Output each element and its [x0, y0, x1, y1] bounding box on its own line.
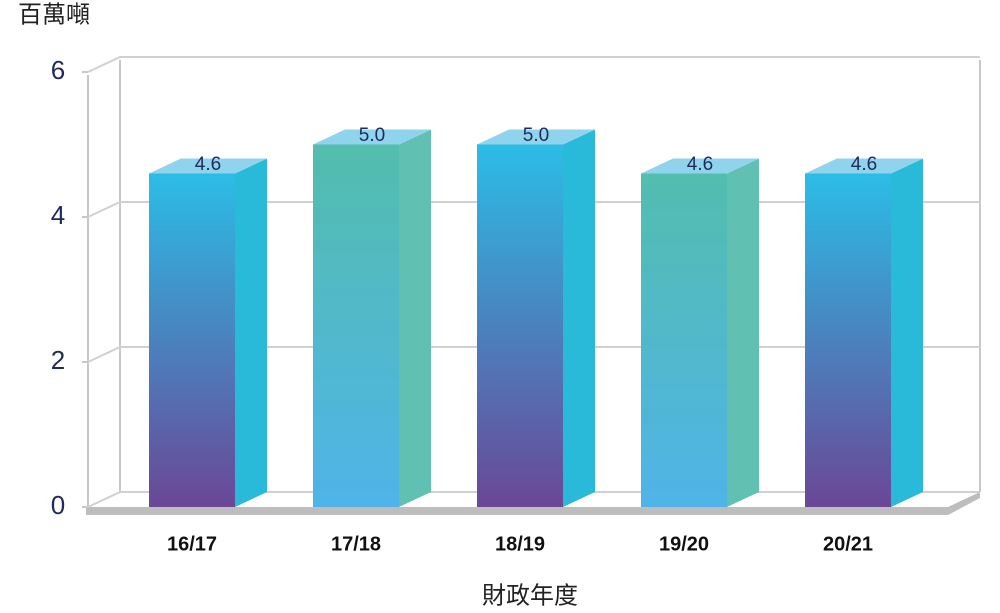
bar: [313, 144, 399, 507]
bar-side: [399, 129, 431, 507]
bar: [805, 173, 891, 507]
bar: [641, 173, 727, 507]
bar-side: [891, 158, 923, 507]
bar-top: [477, 129, 595, 145]
bar-top: [313, 129, 431, 145]
grid-line: [87, 56, 980, 73]
bar-side: [235, 158, 267, 507]
value-label: 4.6: [687, 154, 713, 175]
value-label: 5.0: [359, 125, 385, 146]
bar: [477, 144, 563, 507]
y-tick-label: 4: [51, 200, 65, 230]
x-axis-title: 財政年度: [482, 582, 578, 609]
x-tick-label: 17/18: [331, 533, 381, 555]
value-label: 5.0: [523, 125, 549, 146]
bar-top: [805, 158, 923, 174]
x-tick-label: 16/17: [167, 533, 217, 555]
y-tick-label: 6: [51, 55, 65, 85]
value-label: 4.6: [851, 154, 877, 175]
x-tick-label: 20/21: [823, 533, 873, 555]
bar-side: [727, 158, 759, 507]
y-axis-title: 百萬噸: [18, 1, 90, 28]
x-tick-label: 19/20: [659, 533, 709, 555]
floor: [86, 492, 980, 515]
y-tick-label: 0: [51, 490, 65, 520]
y-tick-label: 2: [51, 345, 65, 375]
bar-side: [563, 129, 595, 507]
bar: [149, 173, 235, 507]
x-tick-label: 18/19: [495, 533, 545, 555]
bar-top: [641, 158, 759, 174]
bar-top: [149, 158, 267, 174]
value-label: 4.6: [195, 154, 221, 175]
